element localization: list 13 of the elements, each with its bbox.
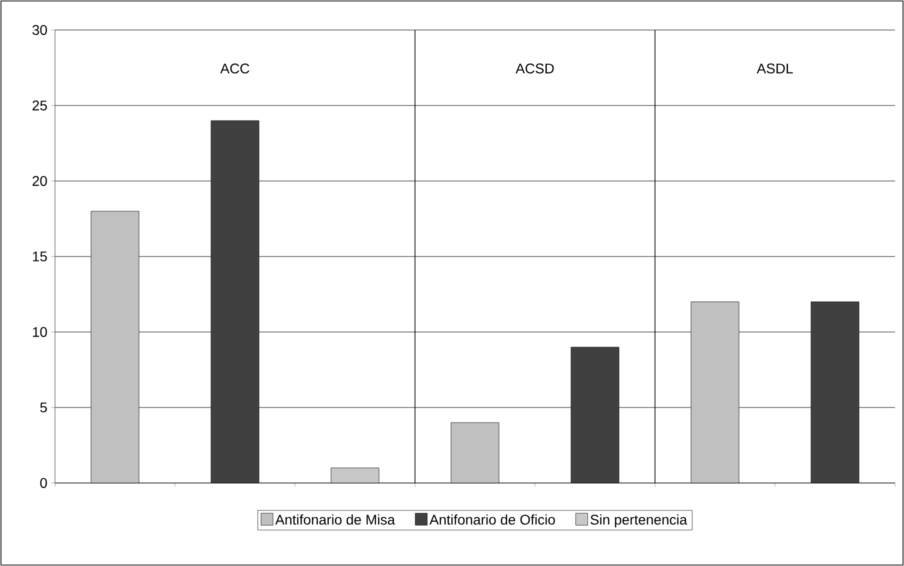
legend-label: Antifonario de Oficio (429, 514, 555, 525)
legend-label: Sin pertenencia (590, 514, 688, 528)
annotation: ACSD (516, 64, 554, 74)
y-tick-label: 20 (32, 176, 47, 186)
y-tick-label: 15 (32, 252, 47, 262)
y-tick-label: 0 (40, 478, 47, 488)
legend-label: Antifonario de Misa (275, 514, 396, 525)
annotation: ACC (220, 64, 250, 74)
y-tick-label: 30 (32, 25, 47, 35)
annotation: ASDL (756, 64, 793, 74)
y-tick-label: 25 (32, 100, 47, 110)
y-tick-label: 5 (40, 402, 47, 412)
y-tick-label: 10 (32, 327, 47, 337)
